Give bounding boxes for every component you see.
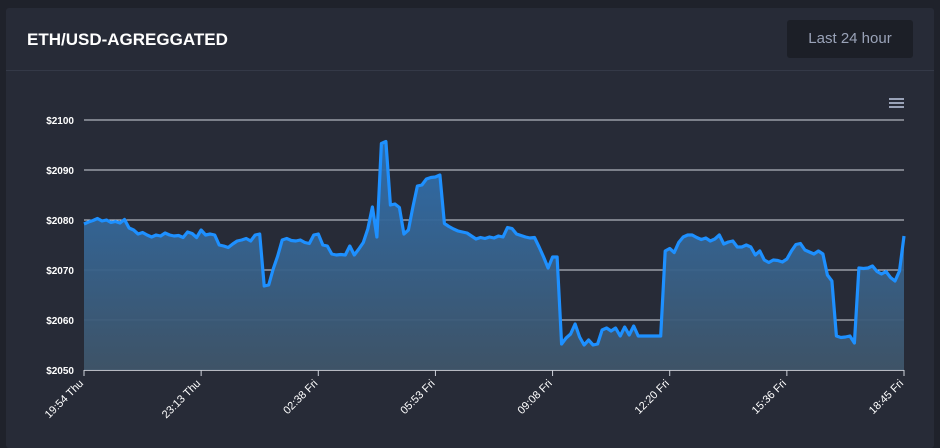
card-header: ETH/USD-AGREGGATED Last 24 hour [6, 8, 934, 71]
hamburger-menu-icon[interactable] [889, 98, 904, 108]
series-line [83, 139, 906, 347]
x-tick-label: 09:08 Fri [516, 378, 555, 417]
y-tick-label: $2050 [46, 366, 74, 377]
x-axis: 19:54 Thu 23:13 Thu 02:38 Fri 05:53 Fri 09:0… [43, 370, 906, 421]
series-area [84, 141, 904, 370]
x-tick-label: 02:38 Fri [281, 378, 320, 417]
x-tick-label: 15:36 Fri [750, 378, 789, 417]
x-tick-label: 05:53 Fri [398, 378, 437, 417]
y-axis: $2050 $2060 $2070 $2080 $2090 $2100 [46, 116, 74, 377]
y-tick-label: $2070 [46, 266, 74, 277]
y-tick-label: $2090 [46, 166, 74, 177]
x-tick-label: 12:20 Fri [633, 378, 672, 417]
y-tick-label: $2060 [46, 316, 74, 327]
y-tick-label: $2100 [46, 116, 74, 127]
time-range-button[interactable]: Last 24 hour [787, 20, 913, 58]
x-tick-label: 19:54 Thu [43, 378, 86, 421]
chart-title: ETH/USD-AGREGGATED [27, 30, 228, 49]
chart-card: ETH/USD-AGREGGATED Last 24 hour [6, 8, 934, 448]
x-tick-label: 18:45 Fri [867, 378, 906, 417]
y-tick-label: $2080 [46, 216, 74, 227]
x-tick-label: 23:13 Thu [160, 378, 203, 421]
